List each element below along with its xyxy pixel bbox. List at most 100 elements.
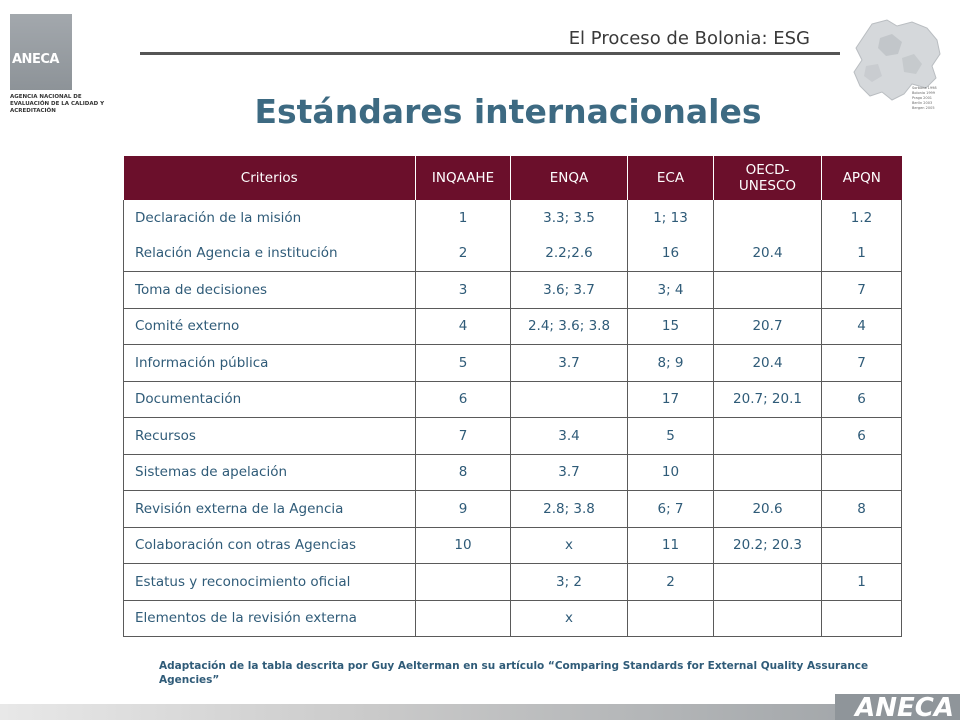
criterion-cell: Relación Agencia e institución	[123, 235, 416, 272]
reference-cell	[821, 527, 902, 564]
reference-cell: 20.6	[713, 490, 822, 528]
column-header: APQN	[821, 156, 902, 200]
reference-cell: 17	[627, 381, 714, 418]
criterion-cell: Información pública	[123, 344, 416, 382]
reference-cell: 20.7; 20.1	[713, 381, 822, 418]
map-legend: Sorbona 1998 Bolonia 1999 Praga 2001 Ber…	[912, 86, 958, 111]
reference-cell: 6	[415, 381, 511, 418]
reference-cell	[713, 600, 822, 637]
map-legend-item: Bolonia 1999	[912, 91, 936, 95]
map-legend-item: Bergen 2005	[912, 106, 935, 110]
reference-cell: 1; 13	[627, 200, 714, 236]
reference-cell: 2	[415, 235, 511, 272]
reference-cell	[713, 563, 822, 601]
reference-cell: 5	[627, 417, 714, 455]
table-row: Documentación 6 17 20.7; 20.1 6	[123, 381, 902, 418]
table-row: Declaración de la misión 1 3.3; 3.5 1; 13 1.…	[123, 200, 902, 236]
table-row: Toma de decisiones 3 3.6; 3.7 3; 4 7	[123, 271, 902, 309]
reference-cell: 3	[415, 271, 511, 309]
reference-cell: x	[510, 600, 628, 637]
table-row: Información pública 5 3.7 8; 9 20.4 7	[123, 344, 902, 382]
logo-text: ANECA	[12, 52, 59, 67]
criterion-cell: Toma de decisiones	[123, 271, 416, 309]
reference-cell	[510, 381, 628, 418]
map-legend-item: Berlín 2003	[912, 101, 933, 105]
reference-cell: 15	[627, 308, 714, 345]
reference-cell: 3.6; 3.7	[510, 271, 628, 309]
reference-cell: 11	[627, 527, 714, 564]
table-row: Recursos 7 3.4 5 6	[123, 417, 902, 455]
footer-bar	[0, 704, 960, 720]
criterion-cell: Elementos de la revisión externa	[123, 600, 416, 637]
table-row: Relación Agencia e institución 2 2.2;2.6 16…	[123, 235, 902, 272]
map-legend-item: Praga 2001	[912, 96, 933, 100]
reference-cell: 2	[627, 563, 714, 601]
reference-cell: 1	[821, 563, 902, 601]
standards-table-container: Criterios INQAAHE ENQA ECA OECD-UNESCO A…	[123, 156, 902, 637]
table-row: Sistemas de apelación 8 3.7 10	[123, 454, 902, 491]
criterion-cell: Revisión externa de la Agencia	[123, 490, 416, 528]
column-header: ECA	[627, 156, 714, 200]
criterion-cell: Declaración de la misión	[123, 200, 416, 236]
reference-cell: 10	[415, 527, 511, 564]
reference-cell	[713, 454, 822, 491]
europe-map-icon	[853, 19, 941, 101]
reference-cell	[627, 600, 714, 637]
reference-cell: 1.2	[821, 200, 902, 236]
reference-cell: 8; 9	[627, 344, 714, 382]
reference-cell: 2.8; 3.8	[510, 490, 628, 528]
reference-cell: 7	[821, 271, 902, 309]
reference-cell: 2.2;2.6	[510, 235, 628, 272]
reference-cell	[415, 563, 511, 601]
reference-cell: 7	[415, 417, 511, 455]
standards-table: Criterios INQAAHE ENQA ECA OECD-UNESCO A…	[123, 156, 902, 637]
reference-cell: 9	[415, 490, 511, 528]
reference-cell: 16	[627, 235, 714, 272]
reference-cell: 6; 7	[627, 490, 714, 528]
reference-cell: 8	[415, 454, 511, 491]
reference-cell: 3; 4	[627, 271, 714, 309]
reference-cell: 4	[415, 308, 511, 345]
logo-box	[10, 14, 72, 90]
aneca-logo: ANECA	[10, 14, 72, 90]
reference-cell	[713, 271, 822, 309]
criterion-cell: Sistemas de apelación	[123, 454, 416, 491]
reference-cell: 3.7	[510, 344, 628, 382]
column-header: ENQA	[510, 156, 628, 200]
table-header-row: Criterios INQAAHE ENQA ECA OECD-UNESCO A…	[123, 156, 902, 200]
table-row: Revisión externa de la Agencia 9 2.8; 3.8 6…	[123, 490, 902, 528]
reference-cell: 1	[415, 200, 511, 236]
reference-cell: 3.3; 3.5	[510, 200, 628, 236]
header-rule	[140, 52, 840, 55]
source-footnote: Adaptación de la tabla descrita por Guy …	[159, 660, 869, 686]
footer-brand: ANECA	[835, 694, 960, 720]
table-body: Declaración de la misión 1 3.3; 3.5 1; 13 1.…	[123, 200, 902, 637]
reference-cell: 20.4	[713, 235, 822, 272]
reference-cell: 3.4	[510, 417, 628, 455]
criterion-cell: Recursos	[123, 417, 416, 455]
criterion-cell: Documentación	[123, 381, 416, 418]
criterion-cell: Estatus y reconocimiento oficial	[123, 563, 416, 601]
reference-cell	[821, 454, 902, 491]
reference-cell: 7	[821, 344, 902, 382]
criterion-cell: Colaboración con otras Agencias	[123, 527, 416, 564]
reference-cell: x	[510, 527, 628, 564]
reference-cell: 1	[821, 235, 902, 272]
logo-subtitle: AGENCIA NACIONAL DE EVALUACIÓN DE LA CAL…	[10, 94, 105, 114]
page-title: Estándares internacionales	[254, 92, 762, 131]
table-row: Comité externo 4 2.4; 3.6; 3.8 15 20.7 4	[123, 308, 902, 345]
column-header: INQAAHE	[415, 156, 511, 200]
reference-cell: 6	[821, 417, 902, 455]
reference-cell	[713, 417, 822, 455]
reference-cell	[713, 200, 822, 236]
reference-cell	[415, 600, 511, 637]
reference-cell: 4	[821, 308, 902, 345]
reference-cell: 8	[821, 490, 902, 528]
table-row: Colaboración con otras Agencias 10 x 11 20.2…	[123, 527, 902, 564]
reference-cell	[821, 600, 902, 637]
column-header: OECD-UNESCO	[713, 156, 822, 200]
reference-cell: 20.4	[713, 344, 822, 382]
map-legend-item: Sorbona 1998	[912, 86, 937, 90]
reference-cell: 6	[821, 381, 902, 418]
